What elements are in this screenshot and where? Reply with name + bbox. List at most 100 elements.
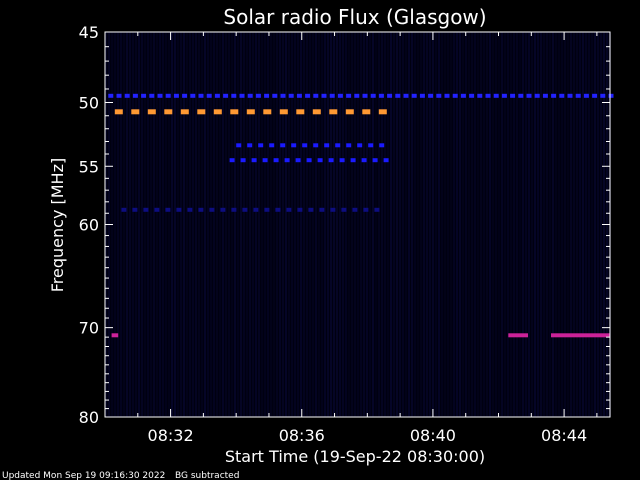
band-0-segment [214,93,220,98]
band-4-segment [132,207,138,212]
noise-streak [510,32,512,417]
band-3-segment [328,158,334,163]
noise-streak [243,32,245,417]
band-3-segment [284,158,290,163]
noise-streak [525,32,527,417]
band-1-segment [296,109,305,115]
noise-streak [534,32,536,417]
noise-streak [420,32,422,417]
noise-streak [360,32,362,417]
chart-title: Solar radio Flux (Glasgow) [223,5,486,29]
band-0-segment [354,93,360,98]
band-6 [551,333,610,338]
band-0-segment [493,93,499,98]
noise-streak [219,32,221,417]
noise-streak [249,32,251,417]
noise-streak [228,32,230,417]
band-1-segment [164,109,173,115]
band-0-segment [206,93,212,98]
band-3-segment [295,158,301,163]
band-0-segment [182,93,188,98]
noise-streak [120,32,122,417]
noise-streak [342,32,344,417]
noise-streak [213,32,215,417]
noise-streak [237,32,239,417]
noise-streak [255,32,257,417]
noise-streak [264,32,266,417]
noise-streak [573,32,575,417]
noise-streak [309,32,311,417]
band-1-segment [279,109,288,115]
noise-streak [231,32,233,417]
band-0-segment [346,93,352,98]
noise-streak [468,32,470,417]
noise-streak [315,32,317,417]
band-3-segment [229,158,235,163]
band-4-segment [264,207,270,212]
noise-streak [582,32,584,417]
noise-streak [135,32,137,417]
band-0-segment [132,93,138,98]
band-0-segment [444,93,450,98]
band-0-segment [460,93,466,98]
band-3-segment [339,158,345,163]
noise-streak [156,32,158,417]
noise-streak [159,32,161,417]
band-0-segment [124,93,130,98]
band-0-segment [518,93,524,98]
noise-streak [588,32,590,417]
noise-streak [126,32,128,417]
band-4-segment [220,207,226,212]
band-4-segment [330,207,336,212]
noise-streak [141,32,143,417]
band-2-segment [346,143,352,148]
noise-streak [540,32,542,417]
band-0-segment [567,93,573,98]
noise-streak [471,32,473,417]
noise-streak [348,32,350,417]
band-3-segment [317,158,323,163]
band-3-segment [383,158,389,163]
noise-streak [198,32,200,417]
noise-streak [318,32,320,417]
band-4-segment [275,207,281,212]
noise-streak [276,32,278,417]
noise-streak [261,32,263,417]
noise-streak [279,32,281,417]
band-4-segment [154,207,160,212]
noise-streak [417,32,419,417]
band-0-segment [329,93,335,98]
band-0-segment [583,93,589,98]
noise-streak [513,32,515,417]
band-2-segment [247,143,253,148]
band-0-segment [108,93,114,98]
noise-streak [441,32,443,417]
band-4-segment [198,207,204,212]
noise-streak [225,32,227,417]
band-4-segment [209,207,215,212]
noise-streak [252,32,254,417]
noise-streak [384,32,386,417]
band-4-segment [319,207,325,212]
band-0-segment [592,93,598,98]
band-0-segment [305,93,311,98]
band-3-segment [251,158,257,163]
noise-streak [537,32,539,417]
band-0-segment [157,93,163,98]
band-0-segment [288,93,294,98]
y-tick-label: 80 [79,408,99,427]
noise-streak [165,32,167,417]
band-4-segment [363,207,369,212]
noise-streak [336,32,338,417]
noise-streak [555,32,557,417]
noise-streak [522,32,524,417]
band-0-segment [477,93,483,98]
noise-streak [492,32,494,417]
band-1-segment [263,109,272,115]
noise-streak [519,32,521,417]
band-2-segment [280,143,286,148]
noise-streak [273,32,275,417]
noise-streak [351,32,353,417]
band-5 [508,333,528,338]
noise-streak [375,32,377,417]
